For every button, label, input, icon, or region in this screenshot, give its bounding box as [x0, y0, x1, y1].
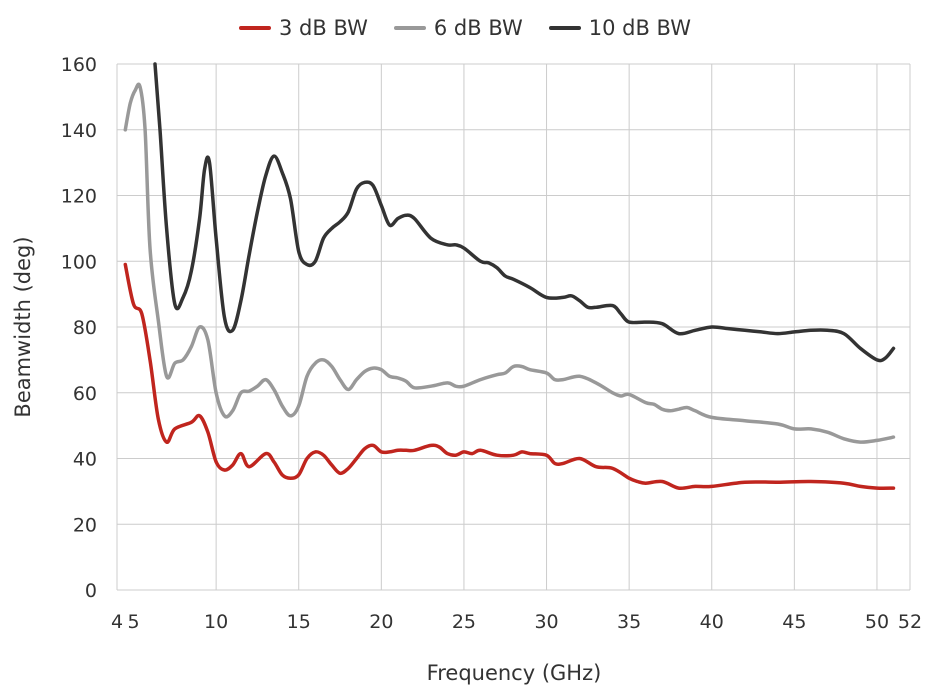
- x-tick-label: 40: [700, 611, 724, 633]
- x-tick-label: 50: [865, 611, 889, 633]
- x-tick-label: 4: [111, 611, 123, 633]
- legend-label-6db: 6 dB BW: [433, 16, 523, 40]
- series-lines: [123, 62, 896, 491]
- x-tick-label: 15: [287, 611, 311, 633]
- series-line-10-db-bw: [153, 62, 896, 363]
- legend-label-3db: 3 dB BW: [279, 16, 368, 40]
- y-tick-label: 160: [61, 54, 97, 76]
- series-line-6-db-bw: [123, 82, 896, 444]
- x-axis-label: Frequency (GHz): [427, 661, 602, 685]
- legend-item-3db[interactable]: 3 dB BW: [239, 16, 368, 40]
- x-tick-label: 20: [369, 611, 393, 633]
- y-tick-label: 20: [73, 514, 97, 536]
- y-tick-label: 60: [73, 383, 97, 405]
- y-axis-label: Beamwidth (deg): [11, 236, 35, 417]
- y-tick-label: 140: [61, 120, 97, 142]
- legend-item-6db[interactable]: 6 dB BW: [393, 16, 523, 40]
- x-tick-label: 52: [898, 611, 922, 633]
- series-line-3-db-bw: [123, 262, 896, 491]
- legend-item-10db[interactable]: 10 dB BW: [548, 16, 691, 40]
- legend-swatch-3db: [239, 26, 271, 30]
- legend: 3 dB BW 6 dB BW 10 dB BW: [0, 16, 930, 40]
- y-tick-label: 80: [73, 317, 97, 339]
- x-tick-label: 45: [782, 611, 806, 633]
- tick-labels: 0 20 40 60 80 100 120 140 160 4 5 10 15 20 25 30 35 40 45 5…: [61, 54, 922, 633]
- x-tick-label: 25: [452, 611, 476, 633]
- legend-swatch-6db: [393, 26, 426, 30]
- x-tick-label: 30: [534, 611, 558, 633]
- legend-label-10db: 10 dB BW: [588, 16, 691, 40]
- x-tick-label: 35: [617, 611, 641, 633]
- legend-swatch-10db: [548, 26, 581, 30]
- x-tick-label: 10: [204, 611, 228, 633]
- y-tick-label: 100: [61, 251, 97, 273]
- grid: [116, 63, 911, 591]
- y-tick-label: 0: [85, 580, 97, 602]
- x-tick-label: 5: [127, 611, 139, 633]
- y-tick-label: 40: [73, 449, 97, 471]
- y-tick-label: 120: [61, 186, 97, 208]
